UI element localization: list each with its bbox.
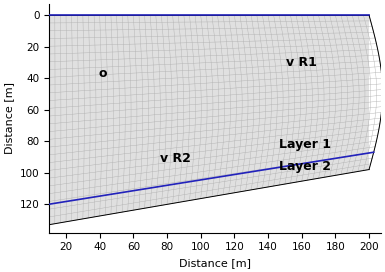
Polygon shape [49,15,369,225]
Text: Layer 2: Layer 2 [279,160,331,173]
Text: v R1: v R1 [286,56,317,69]
Text: Layer 1: Layer 1 [279,138,331,151]
Y-axis label: Distance [m]: Distance [m] [4,82,14,154]
X-axis label: Distance [m]: Distance [m] [179,258,251,268]
Text: o: o [99,67,107,80]
Text: v R2: v R2 [160,152,191,165]
